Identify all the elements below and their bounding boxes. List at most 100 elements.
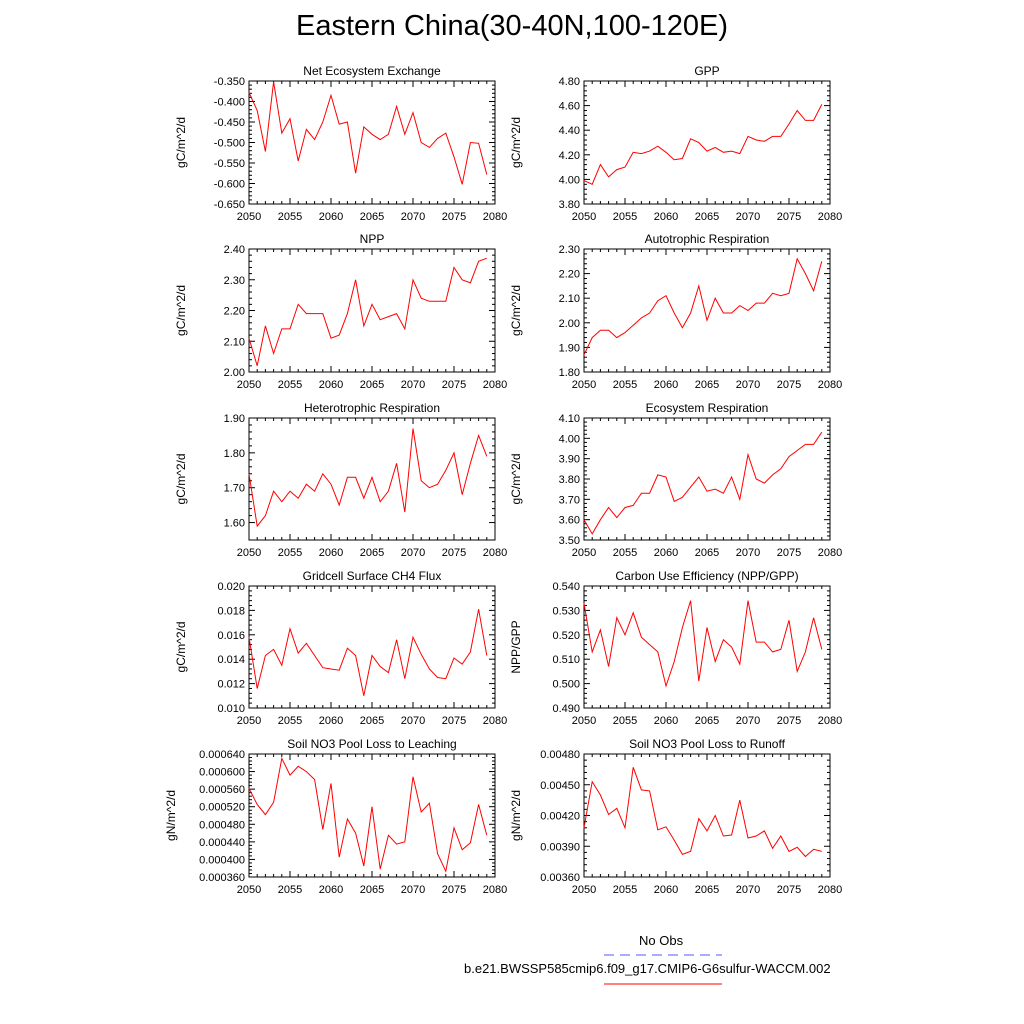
x-tick-label: 2065 <box>360 379 384 391</box>
x-tick-label: 2055 <box>613 211 637 223</box>
y-axis-label: gC/m^2/d <box>174 285 188 336</box>
x-tick-label: 2055 <box>278 211 302 223</box>
y-tick-label: 4.00 <box>559 174 580 186</box>
y-tick-label: 0.00480 <box>540 749 580 761</box>
panel-title: Heterotrophic Respiration <box>304 401 440 415</box>
x-tick-label: 2050 <box>572 379 596 391</box>
y-tick-label: 0.530 <box>552 605 580 617</box>
y-tick-label: 2.30 <box>224 275 245 287</box>
x-tick-label: 2055 <box>613 547 637 559</box>
x-tick-label: 2065 <box>360 715 384 727</box>
x-tick-label: 2060 <box>319 379 343 391</box>
x-tick-label: 2055 <box>278 379 302 391</box>
y-tick-label: 0.00360 <box>540 872 580 884</box>
y-tick-label: 2.10 <box>559 293 580 305</box>
panel-title: GPP <box>694 64 719 78</box>
chart-panel: Net Ecosystem Exchange gC/m^2/d 2050 2055 20… <box>174 64 507 223</box>
y-tick-label: -0.600 <box>214 179 245 191</box>
x-tick-label: 2075 <box>442 379 466 391</box>
y-tick-label: 0.020 <box>217 581 245 593</box>
x-tick-label: 2080 <box>818 547 842 559</box>
x-tick-label: 2050 <box>237 715 261 727</box>
x-tick-label: 2050 <box>572 547 596 559</box>
x-tick-label: 2055 <box>613 715 637 727</box>
x-tick-label: 2065 <box>695 211 719 223</box>
x-tick-label: 2075 <box>442 715 466 727</box>
series-line <box>583 600 823 688</box>
x-tick-label: 2080 <box>483 379 507 391</box>
plot-frame <box>583 248 831 373</box>
x-tick-label: 2070 <box>401 379 425 391</box>
x-tick-label: 2060 <box>319 884 343 896</box>
y-tick-label: 1.60 <box>224 518 245 530</box>
y-tick-label: 3.90 <box>559 454 580 466</box>
series-line <box>248 257 487 366</box>
y-tick-label: 4.40 <box>559 125 580 137</box>
y-tick-label: -0.350 <box>214 76 245 88</box>
chart-panel: Soil NO3 Pool Loss to Leaching gN/m^2/d 20… <box>164 737 507 896</box>
y-tick-label: 1.70 <box>224 483 245 495</box>
y-tick-label: -0.400 <box>214 97 245 109</box>
x-tick-label: 2065 <box>695 379 719 391</box>
x-tick-label: 2050 <box>572 211 596 223</box>
y-axis-label: gN/m^2/d <box>164 790 178 841</box>
y-tick-label: 0.000600 <box>199 767 245 779</box>
x-tick-label: 2070 <box>736 211 760 223</box>
y-tick-label: 3.60 <box>559 515 580 527</box>
page-title: Eastern China(30-40N,100-120E) <box>295 10 729 42</box>
y-tick-label: 3.80 <box>559 474 580 486</box>
x-tick-label: 2065 <box>360 884 384 896</box>
y-tick-label: 2.00 <box>224 367 245 379</box>
x-tick-label: 2070 <box>401 884 425 896</box>
y-tick-label: 0.012 <box>217 679 245 691</box>
chart-panel: Gridcell Surface CH4 Flux gC/m^2/d 2050 205… <box>174 569 507 727</box>
x-tick-label: 2080 <box>818 715 842 727</box>
panel-title: Autotrophic Respiration <box>645 232 770 246</box>
y-tick-label: -0.500 <box>214 138 245 150</box>
x-tick-label: 2080 <box>818 379 842 391</box>
x-tick-label: 2060 <box>654 884 678 896</box>
x-tick-label: 2070 <box>736 715 760 727</box>
y-axis-label: gC/m^2/d <box>509 454 523 505</box>
y-tick-label: 4.60 <box>559 101 580 113</box>
x-tick-label: 2075 <box>442 547 466 559</box>
x-tick-label: 2055 <box>278 547 302 559</box>
x-tick-label: 2060 <box>654 547 678 559</box>
y-tick-label: 0.000400 <box>199 854 245 866</box>
y-tick-label: 0.000480 <box>199 819 245 831</box>
x-tick-label: 2065 <box>360 547 384 559</box>
x-tick-label: 2065 <box>695 715 719 727</box>
x-tick-label: 2080 <box>483 715 507 727</box>
panel-title: Gridcell Surface CH4 Flux <box>303 569 442 583</box>
chart-panel: Heterotrophic Respiration gC/m^2/d 2050 205… <box>174 401 507 559</box>
y-tick-label: 0.540 <box>552 581 580 593</box>
x-tick-label: 2065 <box>695 547 719 559</box>
plot-frame <box>583 753 831 878</box>
series-line <box>248 428 488 528</box>
y-tick-label: 1.90 <box>224 413 245 425</box>
y-tick-label: 0.018 <box>217 605 245 617</box>
y-tick-label: 0.510 <box>552 654 580 666</box>
x-tick-label: 2080 <box>483 547 507 559</box>
x-tick-label: 2075 <box>777 547 801 559</box>
x-tick-label: 2055 <box>278 884 302 896</box>
x-tick-label: 2060 <box>319 211 343 223</box>
panel-title: NPP <box>360 232 385 246</box>
y-axis-label: gC/m^2/d <box>174 622 188 673</box>
y-axis-label: gC/m^2/d <box>509 117 523 168</box>
x-tick-label: 2060 <box>654 211 678 223</box>
y-tick-label: 0.000520 <box>199 802 245 814</box>
series-line <box>248 756 488 873</box>
y-tick-label: 3.80 <box>559 199 580 211</box>
plot-frame <box>248 80 496 205</box>
y-tick-label: 2.20 <box>559 269 580 281</box>
x-tick-label: 2075 <box>777 379 801 391</box>
y-tick-label: 0.500 <box>552 679 580 691</box>
y-tick-label: -0.550 <box>214 158 245 170</box>
y-tick-label: 1.80 <box>224 448 245 460</box>
y-tick-label: 2.40 <box>224 244 245 256</box>
x-tick-label: 2070 <box>401 211 425 223</box>
x-tick-label: 2070 <box>736 547 760 559</box>
chart-panel: NPP gC/m^2/d 2050 2055 2060 2065 2070 2075 2080 2… <box>174 232 507 391</box>
